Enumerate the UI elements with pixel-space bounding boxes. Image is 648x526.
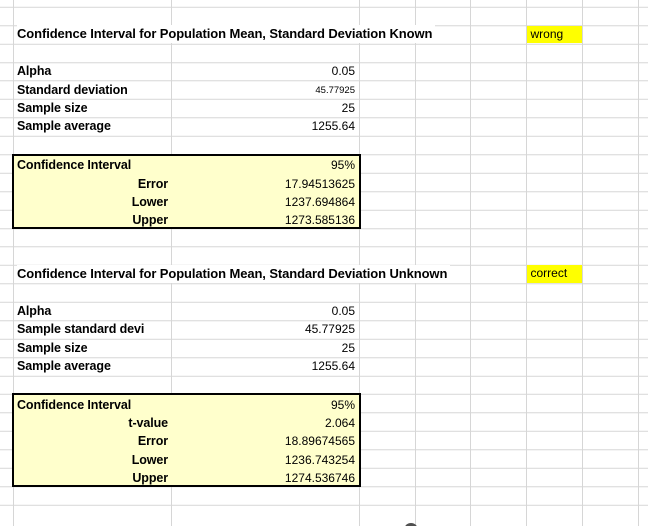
lower-label-cell[interactable]: Lower <box>131 452 168 467</box>
input-row: Sample average 1255.64 <box>0 357 648 375</box>
section1-tag-cell-wrong[interactable]: wrong <box>526 25 582 44</box>
error-value-cell[interactable]: 18.89674565 <box>284 434 355 449</box>
section1-title-cell[interactable]: Confidence Interval for Population Mean,… <box>17 25 436 44</box>
error-value-cell[interactable]: 17.94513625 <box>284 176 355 191</box>
upper-label-cell[interactable]: Upper <box>132 471 168 486</box>
lower-label-cell[interactable]: Lower <box>131 195 168 210</box>
sample-average-label-cell[interactable]: Sample average <box>17 359 111 374</box>
sample-size-value-cell[interactable]: 25 <box>341 101 355 115</box>
sample-average-value-cell[interactable]: 1255.64 <box>311 119 355 134</box>
gridline-vertical <box>13 0 14 526</box>
sample-size-label-cell[interactable]: Sample size <box>17 340 88 355</box>
section2-tag-cell-correct[interactable]: correct <box>526 265 582 283</box>
confidence-level-value-cell[interactable]: 95% <box>330 397 355 412</box>
input-row: Standard deviation 45.77925 <box>0 81 648 99</box>
sample-average-value-cell[interactable]: 1255.64 <box>311 359 355 374</box>
result-row: Upper 1273.585136 <box>14 211 358 229</box>
gridline-vertical <box>582 0 583 526</box>
gridline-vertical <box>415 0 416 526</box>
result-row: Error 18.89674565 <box>14 432 358 450</box>
gridline-vertical <box>171 0 172 526</box>
t-value-value-cell[interactable]: 2.064 <box>324 415 355 430</box>
gridline-vertical <box>526 0 527 526</box>
section1-title-row: Confidence Interval for Population Mean,… <box>0 25 648 44</box>
confidence-level-value-cell[interactable]: 95% <box>330 158 355 173</box>
section1-result-box: Confidence Interval 95% Error 17.9451362… <box>12 153 361 230</box>
result-row: Error 17.94513625 <box>14 175 358 193</box>
alpha-label-cell[interactable]: Alpha <box>17 64 52 79</box>
upper-label-cell[interactable]: Upper <box>132 213 168 228</box>
gridline-vertical <box>470 0 471 526</box>
input-row: Sample size 25 <box>0 339 648 357</box>
result-row: Upper 1274.536746 <box>14 469 358 487</box>
result-row: Lower 1237.694864 <box>14 193 358 211</box>
confidence-interval-label-cell[interactable]: Confidence Interval <box>17 397 132 412</box>
confidence-interval-label-cell[interactable]: Confidence Interval <box>17 158 132 173</box>
result-row: Lower 1236.743254 <box>14 451 358 469</box>
result-row: t-value 2.064 <box>14 414 358 432</box>
section2-title-row: Confidence Interval for Population Mean,… <box>0 264 648 283</box>
scroll-origin-icon <box>404 522 418 526</box>
input-row: Alpha 0.05 <box>0 302 648 320</box>
section2-title-cell[interactable]: Confidence Interval for Population Mean,… <box>17 264 451 283</box>
result-row: Confidence Interval 95% <box>14 396 358 414</box>
sample-size-label-cell[interactable]: Sample size <box>17 101 88 115</box>
input-row: Sample size 25 <box>0 99 648 117</box>
t-value-label-cell[interactable]: t-value <box>128 415 168 430</box>
lower-value-cell[interactable]: 1236.743254 <box>284 452 355 467</box>
gridline-vertical <box>638 0 639 526</box>
error-label-cell[interactable]: Error <box>137 176 168 191</box>
lower-value-cell[interactable]: 1237.694864 <box>284 195 355 210</box>
sample-average-label-cell[interactable]: Sample average <box>17 119 111 134</box>
alpha-label-cell[interactable]: Alpha <box>17 303 52 318</box>
std-deviation-label-cell[interactable]: Standard deviation <box>17 82 128 97</box>
section2-result-box: Confidence Interval 95% t-value 2.064 Er… <box>12 393 361 488</box>
input-row: Sample average 1255.64 <box>0 117 648 135</box>
upper-value-cell[interactable]: 1274.536746 <box>284 471 355 486</box>
std-deviation-value-cell[interactable]: 45.77925 <box>315 84 355 96</box>
input-row: Alpha 0.05 <box>0 62 648 80</box>
upper-value-cell[interactable]: 1273.585136 <box>284 213 355 228</box>
input-row: Sample standard devi 45.77925 <box>0 320 648 338</box>
result-row: Confidence Interval 95% <box>14 156 358 174</box>
sample-std-deviation-label-cell[interactable]: Sample standard devi <box>17 322 145 337</box>
error-label-cell[interactable]: Error <box>137 434 168 449</box>
alpha-value-cell[interactable]: 0.05 <box>331 64 355 79</box>
alpha-value-cell[interactable]: 0.05 <box>331 303 355 318</box>
sample-size-value-cell[interactable]: 25 <box>341 340 355 355</box>
gridline-vertical <box>359 0 360 526</box>
sample-std-deviation-value-cell[interactable]: 45.77925 <box>304 322 355 337</box>
